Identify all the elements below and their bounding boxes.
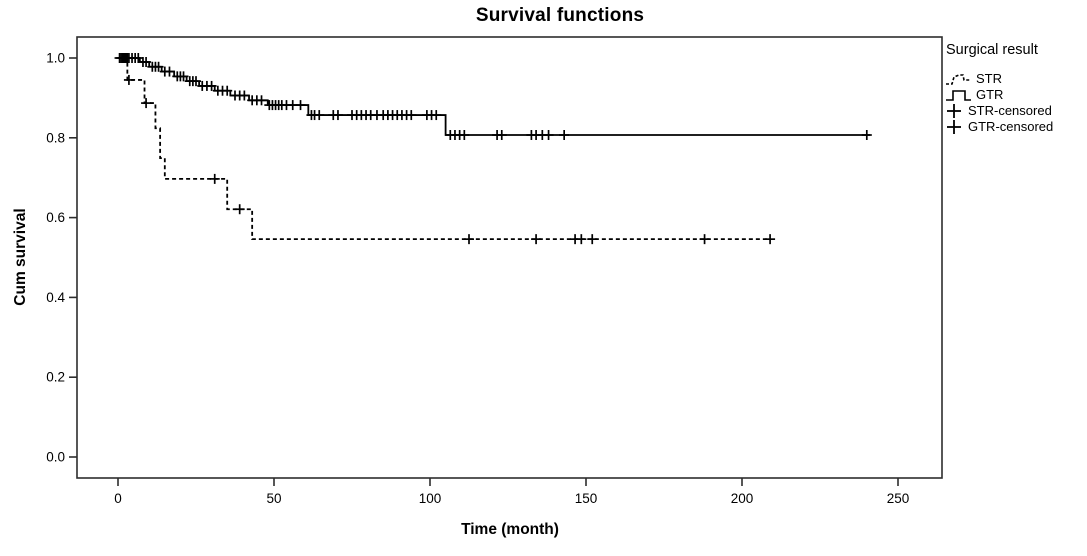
legend-item-label: STR-censored	[968, 103, 1052, 118]
y-tick-label: 0.8	[46, 130, 65, 145]
legend-item-str: STR	[946, 71, 1086, 87]
legend-item-label: GTR-censored	[968, 119, 1054, 134]
y-tick-label: 1.0	[46, 51, 65, 66]
x-axis-label: Time (month)	[461, 521, 559, 538]
x-tick-label: 0	[114, 491, 122, 506]
y-tick-label: 0.0	[46, 450, 65, 465]
x-tick-label: 150	[575, 491, 598, 506]
x-tick-label: 50	[266, 491, 281, 506]
chart-title: Survival functions	[475, 5, 645, 26]
x-tick-label: 200	[731, 491, 754, 506]
legend-item-str-censored: STR-censored	[946, 103, 1086, 119]
legend-item-label: GTR	[976, 87, 1004, 102]
y-axis-label: Cum survival	[12, 208, 29, 306]
legend-item-gtr: GTR	[946, 87, 1086, 103]
plus-marker-icon	[947, 104, 961, 118]
solid-step-line-icon	[946, 90, 971, 101]
series-str-curve	[118, 57, 771, 241]
plot-frame	[76, 36, 943, 479]
dashed-step-line-icon	[946, 74, 970, 85]
legend-title: Surgical result	[946, 42, 1038, 58]
series-gtr-curve	[118, 57, 870, 136]
x-tick-label: 250	[887, 491, 910, 506]
legend-item-label: STR	[976, 71, 1002, 86]
x-tick-label: 100	[419, 491, 442, 506]
plus-marker-icon	[947, 120, 961, 134]
legend: Surgical result STR GTR STR-censored	[946, 42, 1086, 135]
y-tick-label: 0.2	[46, 370, 65, 385]
y-tick-label: 0.6	[46, 210, 65, 225]
legend-item-gtr-censored: GTR-censored	[946, 119, 1086, 135]
y-tick-label: 0.4	[46, 290, 65, 305]
